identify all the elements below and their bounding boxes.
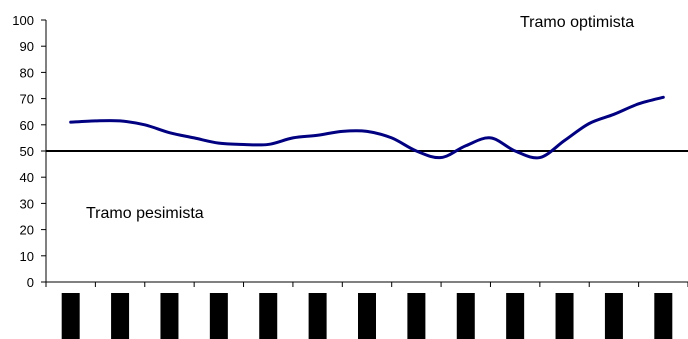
annotation-optimista: Tramo optimista — [520, 14, 634, 31]
annotation-pesimista: Tramo pesimista — [86, 205, 204, 222]
y-tick-label: 100 — [12, 13, 34, 28]
redacted-category-label — [111, 293, 130, 339]
y-tick-label: 60 — [20, 118, 34, 133]
redacted-category-label — [604, 293, 623, 339]
redacted-category-label — [407, 293, 426, 339]
y-tick-label: 30 — [20, 196, 34, 211]
y-tick-label: 40 — [20, 170, 34, 185]
redacted-category-label — [358, 293, 376, 339]
redacted-category-label — [506, 293, 525, 339]
redacted-category-label — [308, 293, 327, 339]
y-tick-label: 10 — [20, 249, 34, 264]
redacted-category-label — [259, 293, 278, 339]
redacted-category-label — [555, 293, 574, 339]
redacted-category-label — [456, 293, 475, 339]
y-tick-label: 20 — [20, 223, 34, 238]
redacted-category-label — [209, 293, 228, 339]
series-line — [69, 95, 665, 160]
y-axis: 0 10 20 30 40 50 60 70 80 90 100 — [12, 13, 47, 290]
y-tick-label: 80 — [20, 65, 34, 80]
x-axis — [45, 281, 688, 287]
series-group — [69, 95, 665, 160]
y-tick-label: 70 — [20, 92, 34, 107]
redacted-category-labels — [61, 293, 673, 339]
redacted-category-label — [160, 293, 179, 339]
redacted-category-label — [654, 293, 673, 339]
y-tick-label: 50 — [20, 144, 34, 159]
redacted-category-label — [61, 293, 80, 339]
y-tick-label: 0 — [27, 275, 34, 290]
y-tick-label: 90 — [20, 39, 34, 54]
